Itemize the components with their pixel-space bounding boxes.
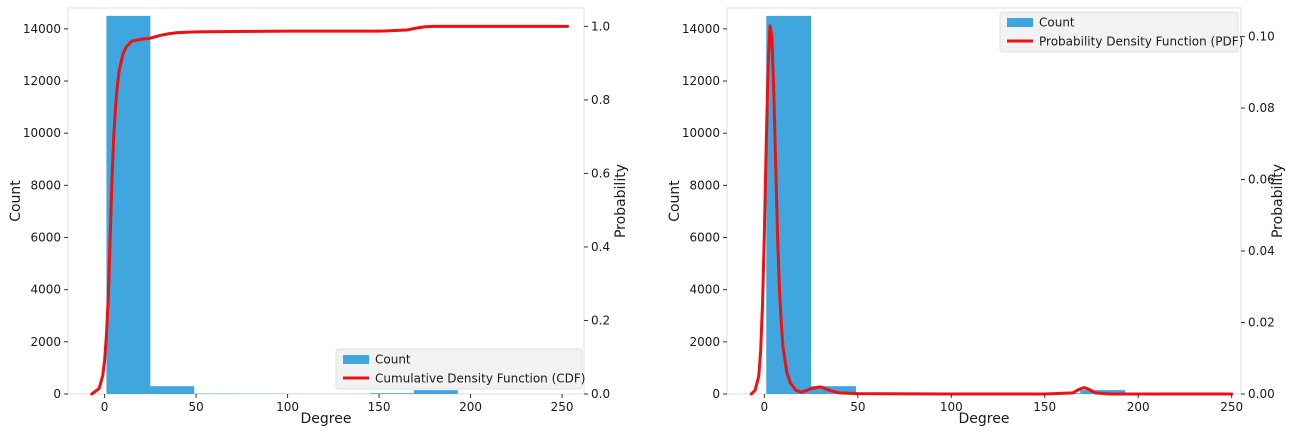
legend-label-count: Count bbox=[375, 353, 411, 367]
y2-tick-label: 0.8 bbox=[591, 93, 610, 107]
series-line bbox=[751, 26, 1231, 394]
y-tick-label: 4000 bbox=[689, 283, 720, 297]
x-tick-label: 250 bbox=[1220, 400, 1243, 414]
histogram-bar bbox=[370, 393, 414, 394]
y-tick-label: 10000 bbox=[682, 126, 720, 140]
y-tick-label: 10000 bbox=[23, 126, 61, 140]
x-tick-label: 200 bbox=[1127, 400, 1150, 414]
x-tick-label: 0 bbox=[101, 400, 109, 414]
histogram-bar bbox=[106, 16, 150, 394]
y-tick-label: 12000 bbox=[682, 74, 720, 88]
legend-label-count: Count bbox=[1039, 16, 1075, 30]
x-tick-label: 100 bbox=[276, 400, 299, 414]
x-tick-label: 150 bbox=[1033, 400, 1056, 414]
y-tick-label: 0 bbox=[53, 387, 61, 401]
y2-tick-label: 0.0 bbox=[591, 387, 610, 401]
y2-axis-label: Probability bbox=[1270, 164, 1286, 238]
y-tick-label: 4000 bbox=[30, 283, 61, 297]
y2-tick-label: 0.00 bbox=[1248, 387, 1275, 401]
histogram-bar bbox=[414, 390, 458, 394]
y-tick-label: 14000 bbox=[23, 22, 61, 36]
y-tick-label: 6000 bbox=[689, 231, 720, 245]
y2-tick-label: 0.6 bbox=[591, 166, 610, 180]
y-axis-label: Count bbox=[8, 180, 24, 222]
y2-tick-label: 0.4 bbox=[591, 240, 610, 254]
y-tick-label: 6000 bbox=[30, 231, 61, 245]
legend-label-line: Probability Density Function (PDF) bbox=[1039, 35, 1243, 49]
y2-tick-label: 0.10 bbox=[1248, 30, 1275, 44]
x-tick-label: 200 bbox=[459, 400, 482, 414]
x-tick-label: 250 bbox=[551, 400, 574, 414]
x-tick-label: 150 bbox=[368, 400, 391, 414]
histogram-bar bbox=[150, 386, 194, 394]
y-tick-label: 12000 bbox=[23, 74, 61, 88]
y-axis-label: Count bbox=[667, 180, 683, 222]
legend: Count Probability Density Function (PDF) bbox=[1000, 12, 1243, 52]
series-line bbox=[92, 26, 568, 394]
legend: Count Cumulative Density Function (CDF) bbox=[336, 349, 585, 389]
y2-tick-label: 1.0 bbox=[591, 19, 610, 33]
x-tick-label: 0 bbox=[761, 400, 769, 414]
y-tick-label: 2000 bbox=[689, 335, 720, 349]
legend-label-line: Cumulative Density Function (CDF) bbox=[375, 372, 585, 386]
x-tick-label: 50 bbox=[850, 400, 865, 414]
y2-axis-label: Probability bbox=[613, 164, 629, 238]
x-axis-label: Degree bbox=[301, 411, 352, 427]
chart-panel-1: 0 50 100 150 200 250 0 2000 4000 6000 8000 10000 120… bbox=[8, 8, 629, 427]
y-tick-label: 8000 bbox=[689, 178, 720, 192]
y2-tick-label: 0.2 bbox=[591, 313, 610, 327]
y-tick-label: 0 bbox=[712, 387, 720, 401]
legend-swatch-bars bbox=[343, 355, 369, 364]
y2-tick-label: 0.02 bbox=[1248, 316, 1275, 330]
legend-swatch-bars bbox=[1007, 18, 1033, 27]
x-axis-label: Degree bbox=[959, 411, 1010, 427]
y-tick-label: 8000 bbox=[30, 178, 61, 192]
x-tick-label: 50 bbox=[188, 400, 203, 414]
y-tick-label: 2000 bbox=[30, 335, 61, 349]
y2-tick-label: 0.08 bbox=[1248, 101, 1275, 115]
y-tick-label: 14000 bbox=[682, 22, 720, 36]
y2-tick-label: 0.04 bbox=[1248, 244, 1275, 258]
